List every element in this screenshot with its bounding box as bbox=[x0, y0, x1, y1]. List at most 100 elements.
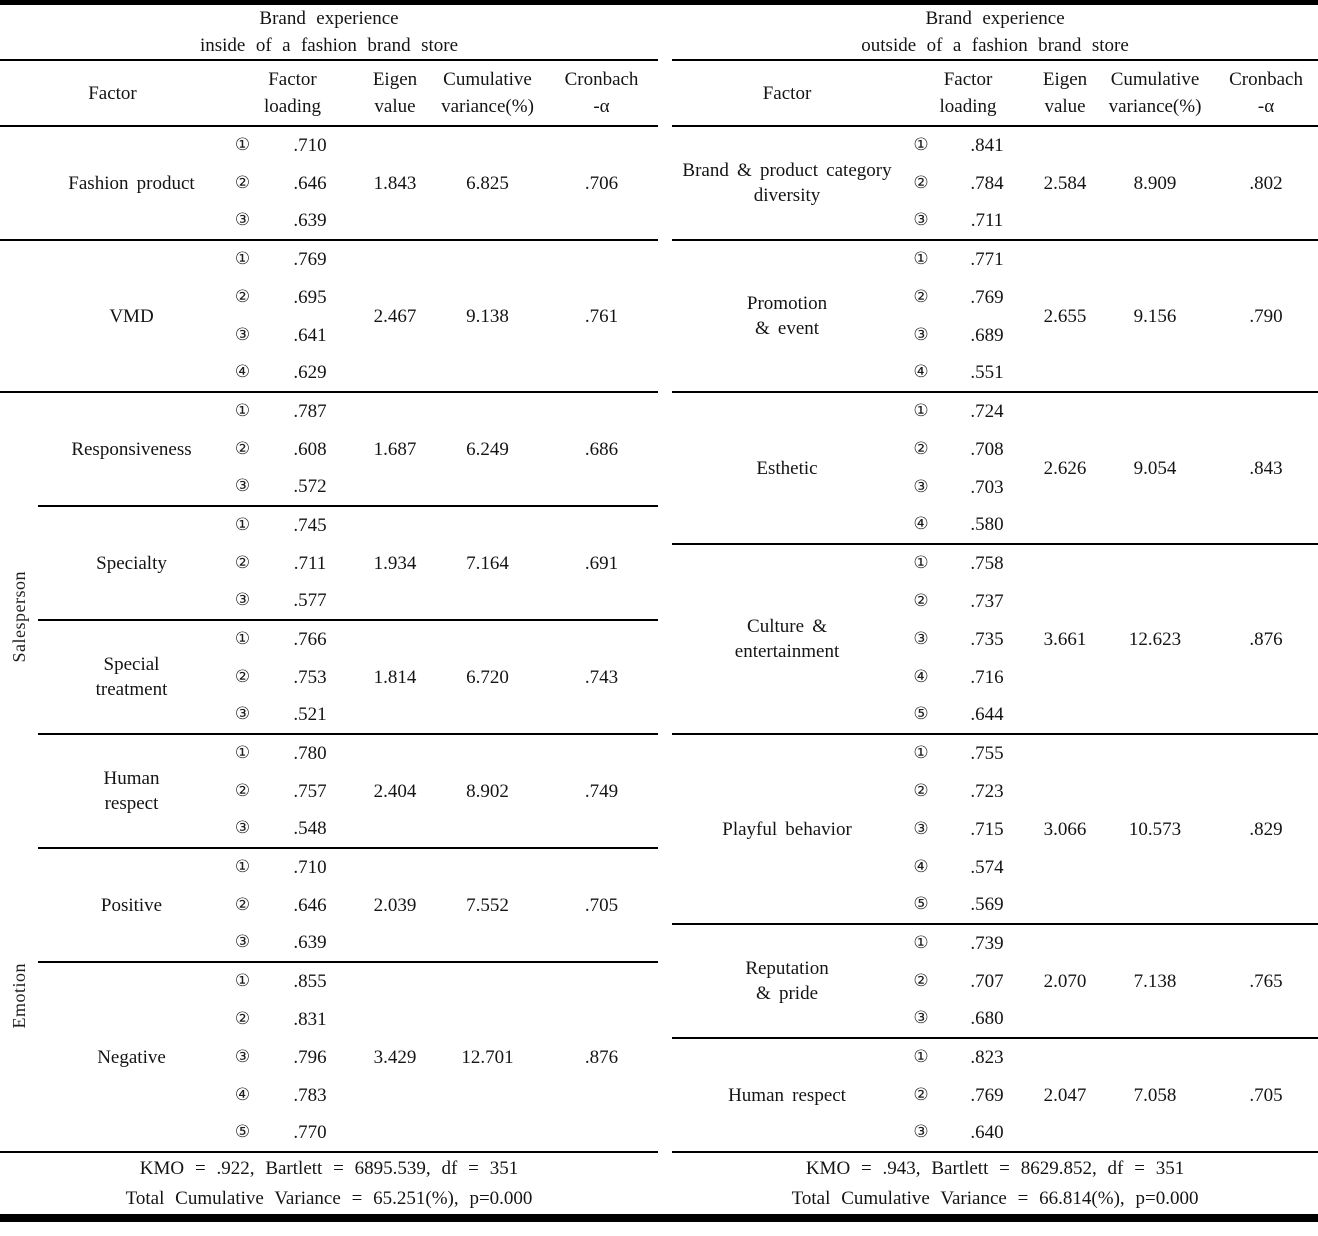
cronbach-alpha-value: .790 bbox=[1214, 239, 1318, 392]
eigen-value: 2.467 bbox=[360, 239, 430, 392]
eigen-value: 2.655 bbox=[1034, 239, 1097, 392]
item-number: ① bbox=[902, 733, 941, 772]
factor-table-inside: Brand experience inside of a fashion bra… bbox=[0, 5, 659, 1214]
factor-loading-value: .769 bbox=[260, 239, 360, 278]
cronbach-alpha-value: .705 bbox=[545, 847, 659, 962]
cumulative-variance-value: 7.138 bbox=[1096, 923, 1215, 1038]
item-number: ① bbox=[225, 733, 260, 772]
cumulative-variance-value: 7.164 bbox=[430, 505, 545, 620]
item-number: ③ bbox=[913, 628, 929, 649]
item-number: ② bbox=[234, 1008, 251, 1029]
eigen-value: 2.047 bbox=[1034, 1037, 1097, 1152]
factor-loading-value: .580 bbox=[970, 514, 1004, 535]
factor-loading-value: .724 bbox=[940, 391, 1035, 430]
factor-loading-value: .737 bbox=[970, 590, 1004, 612]
cumulative-variance-value: 10.573 bbox=[1096, 733, 1215, 924]
tables-row: Brand experience inside of a fashion bra… bbox=[0, 5, 1318, 1214]
eigen-value: 3.661 bbox=[1034, 543, 1097, 734]
item-number: ① bbox=[225, 961, 260, 1000]
group-label: Emotion bbox=[0, 848, 38, 1152]
factor-loading-value: .716 bbox=[970, 666, 1004, 688]
factor-loading-value: .783 bbox=[293, 1084, 327, 1106]
item-number: ② bbox=[913, 590, 929, 611]
factor-name: VMD bbox=[38, 239, 225, 392]
item-number: ① bbox=[234, 135, 251, 155]
group-label bbox=[0, 126, 38, 240]
cronbach-alpha-value: .829 bbox=[1214, 733, 1318, 924]
factor-name: Fashion product bbox=[68, 172, 195, 194]
item-number: ② bbox=[234, 438, 251, 459]
eigen-value: 2.404 bbox=[360, 733, 430, 848]
item-number: ① bbox=[913, 135, 929, 155]
eigen-value: 1.934 bbox=[360, 505, 430, 620]
factor-loading-value: .711 bbox=[293, 552, 327, 574]
item-number: ② bbox=[913, 286, 929, 307]
factor-loading-value: .769 bbox=[970, 1084, 1004, 1106]
factor-loading-value: .855 bbox=[260, 961, 360, 1000]
cumulative-variance-value: 6.720 bbox=[430, 619, 545, 734]
eigen-value: 1.814 bbox=[360, 619, 430, 734]
col-header-factor-loading: Factor loading bbox=[902, 60, 1035, 127]
item-number: ④ bbox=[913, 362, 929, 382]
factor-name: Brand & product category diversity bbox=[682, 160, 892, 206]
cumulative-variance-value: 7.552 bbox=[430, 847, 545, 962]
factor-loading-value: .640 bbox=[970, 1122, 1004, 1143]
item-number: ⑤ bbox=[234, 1122, 251, 1142]
factor-loading-value: .771 bbox=[940, 239, 1035, 278]
item-number: ② bbox=[913, 438, 929, 459]
cronbach-alpha-value: .843 bbox=[1214, 391, 1318, 544]
item-number: ① bbox=[225, 239, 260, 278]
cumulative-variance-value: 12.701 bbox=[430, 961, 545, 1152]
item-number: ② bbox=[913, 172, 929, 193]
factor-name: Responsiveness bbox=[38, 391, 225, 506]
factor-loading-value: .766 bbox=[260, 619, 360, 658]
eigen-value: 2.626 bbox=[1034, 391, 1097, 544]
item-number: ③ bbox=[234, 210, 251, 230]
item-number: ① bbox=[225, 847, 260, 886]
item-number: ③ bbox=[913, 210, 929, 230]
factor-name: Positive bbox=[38, 847, 225, 962]
factor-loading-value: .739 bbox=[940, 923, 1035, 962]
item-number: ① bbox=[902, 543, 941, 582]
col-header-cumulative-variance: Cumulative variance(%) bbox=[430, 60, 545, 127]
factor-loading-value: .644 bbox=[970, 704, 1004, 725]
factor-loading-value: .823 bbox=[940, 1037, 1035, 1076]
eigen-value: 2.039 bbox=[360, 847, 430, 962]
factor-loading-value: .639 bbox=[293, 210, 327, 231]
factor-loading-value: .548 bbox=[293, 818, 327, 839]
factor-loading-value: .769 bbox=[970, 286, 1004, 308]
col-header-cumulative-variance: Cumulative variance(%) bbox=[1096, 60, 1215, 127]
cumulative-variance-value: 8.909 bbox=[1133, 172, 1177, 194]
cronbach-alpha-value: .876 bbox=[545, 961, 659, 1152]
eigen-value: 3.066 bbox=[1034, 733, 1097, 924]
factor-loading-value: .608 bbox=[293, 438, 327, 460]
col-header-factor: Factor bbox=[0, 60, 225, 127]
factor-name: Negative bbox=[38, 961, 225, 1152]
col-header-eigen-value: Eigen value bbox=[1034, 60, 1097, 127]
factor-loading-value: .770 bbox=[293, 1122, 327, 1143]
factor-loading-value: .711 bbox=[970, 210, 1004, 231]
item-number: ① bbox=[902, 239, 941, 278]
eigen-value: 3.429 bbox=[360, 961, 430, 1152]
item-number: ④ bbox=[234, 1084, 251, 1105]
factor-loading-value: .646 bbox=[293, 894, 327, 916]
item-number: ① bbox=[225, 505, 260, 544]
factor-name: Esthetic bbox=[672, 391, 903, 544]
factor-loading-value: .745 bbox=[260, 505, 360, 544]
col-header-factor-loading: Factor loading bbox=[225, 60, 360, 127]
factor-loading-value: .715 bbox=[970, 818, 1004, 840]
cronbach-alpha-value: .705 bbox=[1214, 1037, 1318, 1152]
col-header-cronbach-alpha: Cronbach -α bbox=[545, 60, 659, 127]
item-number: ① bbox=[225, 619, 260, 658]
item-number: ③ bbox=[234, 932, 251, 952]
item-number: ② bbox=[234, 666, 251, 687]
group-label bbox=[0, 239, 38, 392]
cronbach-alpha-value: .749 bbox=[545, 733, 659, 848]
factor-loading-value: .710 bbox=[260, 847, 360, 886]
item-number: ① bbox=[902, 391, 941, 430]
factor-loading-value: .758 bbox=[940, 543, 1035, 582]
cronbach-alpha-value: .802 bbox=[1249, 172, 1283, 194]
item-number: ② bbox=[234, 286, 251, 307]
cumulative-variance-value: 6.825 bbox=[466, 172, 509, 194]
